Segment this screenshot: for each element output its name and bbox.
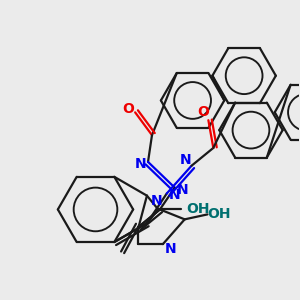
Text: OH: OH	[208, 207, 231, 221]
Text: N: N	[180, 153, 191, 167]
Text: N: N	[169, 188, 181, 203]
Text: N: N	[151, 194, 163, 208]
Text: N: N	[165, 242, 177, 256]
Text: N: N	[134, 157, 146, 171]
Text: OH: OH	[186, 202, 210, 216]
Text: O: O	[197, 105, 209, 119]
Text: O: O	[122, 102, 134, 116]
Text: N: N	[177, 183, 188, 196]
